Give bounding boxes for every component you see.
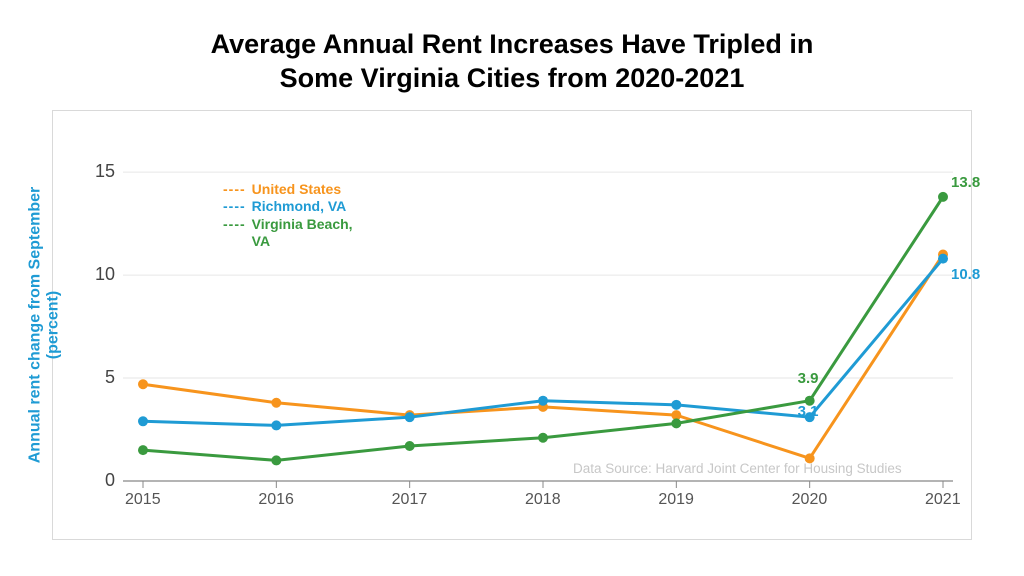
y-tick-label: 5 xyxy=(85,367,115,388)
data-point-label: 10.8 xyxy=(951,266,980,283)
chart-title: Average Annual Rent Increases Have Tripl… xyxy=(100,28,924,96)
legend-dash-icon: ---- xyxy=(223,198,246,216)
legend-label: Richmond, VA xyxy=(252,198,347,216)
legend-label: Virginia Beach,VA xyxy=(252,216,353,251)
title-line-1: Average Annual Rent Increases Have Tripl… xyxy=(211,29,814,59)
x-tick-label: 2018 xyxy=(525,491,561,509)
legend-item: ---- Virginia Beach,VA xyxy=(223,216,353,251)
data-point-label: 3.9 xyxy=(798,370,819,387)
x-tick-label: 2016 xyxy=(258,491,294,509)
ylabel-line-1: Annual rent change from September xyxy=(27,186,44,463)
legend-label: United States xyxy=(252,181,341,199)
data-point-label: 3.1 xyxy=(798,403,819,420)
y-tick-label: 0 xyxy=(85,470,115,491)
legend: ---- United States ---- Richmond, VA ---- Vir… xyxy=(223,181,353,251)
legend-dash-icon: ---- xyxy=(223,216,246,234)
chart-container: Annual rent change from September (perce… xyxy=(52,110,972,540)
x-tick-label: 2021 xyxy=(925,491,961,509)
y-tick-label: 10 xyxy=(85,264,115,285)
data-source-text: Data Source: Harvard Joint Center for Ho… xyxy=(573,461,902,476)
title-line-2: Some Virginia Cities from 2020-2021 xyxy=(280,63,745,93)
x-tick-label: 2015 xyxy=(125,491,161,509)
x-tick-label: 2017 xyxy=(392,491,428,509)
x-tick-label: 2019 xyxy=(658,491,694,509)
legend-dash-icon: ---- xyxy=(223,181,246,199)
data-point-label: 13.8 xyxy=(951,174,980,191)
x-tick-label: 2020 xyxy=(792,491,828,509)
legend-item: ---- Richmond, VA xyxy=(223,198,353,216)
legend-item: ---- United States xyxy=(223,181,353,199)
y-tick-label: 15 xyxy=(85,161,115,182)
